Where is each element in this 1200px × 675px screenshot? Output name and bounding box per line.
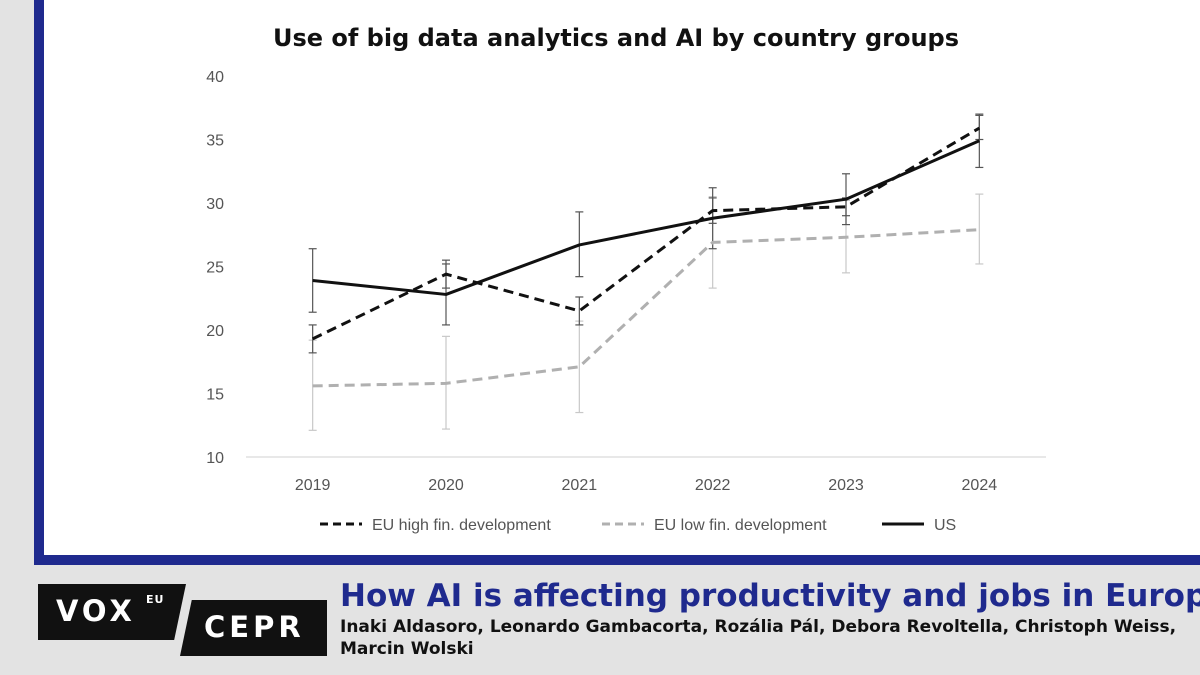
series-line-0 <box>312 126 981 341</box>
chart-legend: EU high fin. development EU low fin. deve… <box>320 517 956 534</box>
legend-label: EU low fin. development <box>654 517 827 534</box>
legend-label: EU high fin. development <box>372 517 551 534</box>
y-tick-label: 30 <box>206 196 224 213</box>
chart: Use of big data analytics and AI by coun… <box>206 24 1046 534</box>
logo-eu-text: EU <box>146 593 165 606</box>
logo-vox-text: VOX <box>56 594 136 628</box>
y-tick-label: 40 <box>206 69 224 86</box>
x-tick-label: 2023 <box>828 477 864 494</box>
series-lines <box>312 126 981 388</box>
voxeu-logo[interactable]: VOX EU <box>38 584 186 640</box>
series-line-2 <box>312 139 980 296</box>
y-tick-label: 10 <box>206 450 224 467</box>
y-tick-label: 15 <box>206 387 224 404</box>
cepr-logo[interactable]: CEPR <box>180 600 327 656</box>
chart-axes: 10 15 20 25 30 35 40 2019 2020 2021 2022 2023 2024 <box>206 69 1046 494</box>
x-tick-label: 2019 <box>295 477 331 494</box>
x-tick-label: 2024 <box>962 477 998 494</box>
x-tick-label: 2022 <box>695 477 731 494</box>
chart-panel: Use of big data analytics and AI by coun… <box>44 0 1200 555</box>
x-tick-label: 2020 <box>428 477 464 494</box>
y-tick-label: 20 <box>206 323 224 340</box>
article-authors: Inaki Aldasoro, Leonardo Gambacorta, Roz… <box>340 617 1177 659</box>
chart-title: Use of big data analytics and AI by coun… <box>273 24 959 52</box>
article-title[interactable]: How AI is affecting productivity and job… <box>340 578 1200 614</box>
x-tick-label: 2021 <box>562 477 598 494</box>
logo-cepr-text: CEPR <box>204 610 305 644</box>
y-tick-label: 25 <box>206 260 224 277</box>
legend-label: US <box>934 517 956 534</box>
series-line-1 <box>312 228 980 388</box>
page-frame: Use of big data analytics and AI by coun… <box>34 0 1200 565</box>
y-tick-label: 35 <box>206 133 224 150</box>
